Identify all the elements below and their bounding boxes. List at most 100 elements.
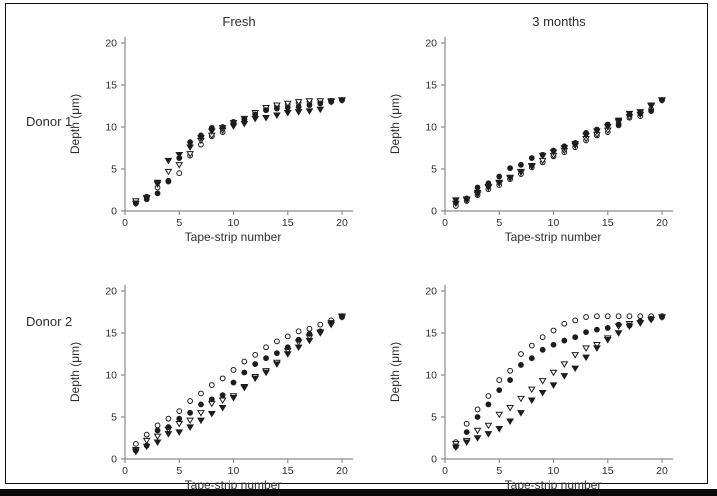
y-tick-label: 15: [425, 328, 437, 340]
marker-open-circle: [241, 358, 248, 365]
marker-filled-circle: [219, 392, 226, 399]
marker-open-circle: [496, 377, 503, 383]
marker-filled-triangle-down: [327, 99, 336, 106]
marker-filled-triangle-down: [473, 435, 482, 442]
marker-open-circle: [176, 170, 183, 177]
marker-filled-triangle-down: [305, 337, 314, 345]
marker-filled-triangle-down: [262, 369, 270, 377]
marker-open-circle: [165, 415, 172, 422]
marker-filled-circle: [594, 326, 600, 333]
marker-open-circle: [295, 328, 302, 335]
x-tick-label: 10: [548, 465, 560, 477]
marker-open-circle: [463, 420, 470, 427]
marker-open-circle: [143, 431, 150, 438]
x-tick-label: 0: [442, 465, 448, 477]
marker-open-triangle-down: [153, 433, 162, 441]
y-tick-label: 15: [105, 80, 117, 92]
marker-open-circle: [198, 390, 204, 397]
y-tick-label: 15: [425, 80, 437, 92]
marker-open-triangle-down: [582, 345, 590, 352]
marker-filled-triangle-down: [338, 97, 346, 104]
marker-filled-triangle-down: [186, 144, 194, 151]
marker-filled-triangle-down: [484, 431, 493, 438]
x-tick-label: 10: [548, 217, 560, 229]
marker-open-circle: [132, 440, 139, 447]
marker-filled-triangle-down: [506, 174, 514, 182]
marker-filled-circle: [295, 103, 302, 110]
marker-filled-triangle-down: [593, 345, 601, 352]
marker-filled-circle: [518, 161, 524, 168]
marker-open-circle: [626, 313, 633, 320]
marker-filled-triangle-down: [197, 417, 205, 425]
marker-filled-triangle-down: [527, 162, 536, 170]
marker-filled-triangle-down: [229, 394, 238, 402]
x-tick-label: 20: [656, 465, 668, 477]
marker-filled-circle: [583, 329, 589, 336]
marker-open-triangle-down: [484, 422, 493, 430]
x-tick-label: 0: [122, 465, 128, 477]
marker-filled-triangle-down: [131, 448, 140, 456]
marker-filled-circle: [165, 177, 172, 184]
marker-filled-circle: [284, 344, 291, 351]
scatter-panel-donor1-3months: 0 5 10 15 20 0 5 10 15 20 Tape-strip number Depth (…: [385, 8, 685, 248]
marker-open-triangle-down: [473, 427, 482, 435]
marker-filled-circle: [252, 361, 259, 367]
marker-open-triangle-down: [538, 378, 547, 385]
marker-open-triangle-down: [517, 395, 525, 403]
y-tick-label: 5: [431, 412, 437, 424]
marker-filled-triangle-down: [251, 115, 260, 123]
marker-open-triangle-down: [506, 405, 514, 412]
marker-filled-circle: [306, 102, 313, 109]
y-tick-label: 10: [425, 122, 437, 134]
marker-filled-triangle-down: [560, 373, 569, 380]
marker-open-circle: [518, 351, 524, 357]
marker-filled-circle: [507, 377, 513, 383]
marker-filled-triangle-down: [517, 168, 525, 176]
marker-filled-triangle-down: [582, 132, 590, 140]
marker-open-triangle-down: [186, 151, 194, 158]
marker-filled-triangle-down: [625, 323, 634, 331]
marker-open-triangle-down: [175, 421, 184, 428]
marker-open-circle: [637, 313, 644, 320]
marker-filled-triangle-down: [614, 330, 623, 337]
y-tick-label: 15: [105, 328, 117, 340]
column-title-3-months: 3 months: [532, 14, 586, 29]
marker-filled-circle: [263, 355, 269, 362]
marker-filled-triangle-down: [636, 320, 645, 327]
scatter-panel-donor1-fresh: 0 5 10 15 20 0 5 10 15 20 Tape-strip number Depth (…: [65, 8, 365, 248]
x-tick-label: 10: [228, 217, 240, 229]
marker-open-circle: [594, 313, 600, 320]
x-tick-label: 15: [282, 217, 294, 229]
x-tick-label: 0: [122, 217, 128, 229]
series-group: [451, 313, 666, 452]
marker-filled-triangle-down: [207, 128, 216, 135]
y-tick-label: 10: [105, 370, 117, 382]
marker-open-triangle-down: [593, 342, 601, 349]
marker-open-triangle-down: [218, 397, 227, 404]
marker-open-circle: [263, 344, 269, 351]
marker-open-triangle-down: [305, 98, 314, 105]
marker-open-triangle-down: [294, 99, 303, 106]
marker-filled-triangle-down: [538, 389, 547, 397]
marker-open-triangle-down: [527, 386, 536, 394]
marker-open-circle: [604, 313, 611, 320]
marker-filled-triangle-down: [614, 117, 623, 125]
marker-filled-triangle-down: [636, 109, 645, 116]
marker-filled-circle: [615, 321, 622, 328]
marker-filled-triangle-down: [153, 179, 162, 187]
marker-filled-triangle-down: [164, 431, 173, 438]
marker-filled-triangle-down: [218, 405, 227, 412]
marker-filled-triangle-down: [218, 125, 227, 132]
scatter-panel-donor2-3months: 0 5 10 15 20 0 5 10 15 20 Tape-strip number Depth (…: [385, 256, 685, 496]
marker-open-triangle-down: [186, 417, 194, 425]
y-axis-title: Depth (μm): [388, 342, 402, 402]
marker-filled-triangle-down: [262, 115, 270, 122]
scatter-panel-donor2-fresh: 0 5 10 15 20 0 5 10 15 20 Tape-strip number Depth (…: [65, 256, 365, 496]
y-tick-label: 0: [111, 206, 117, 218]
marker-filled-triangle-down: [549, 149, 558, 156]
marker-filled-triangle-down: [647, 316, 656, 324]
marker-filled-circle: [154, 190, 161, 197]
marker-filled-circle: [518, 362, 524, 368]
panel-svg-donor1-fresh: 0 5 10 15 20 0 5 10 15 20 Tape-strip number Depth (…: [68, 37, 353, 244]
